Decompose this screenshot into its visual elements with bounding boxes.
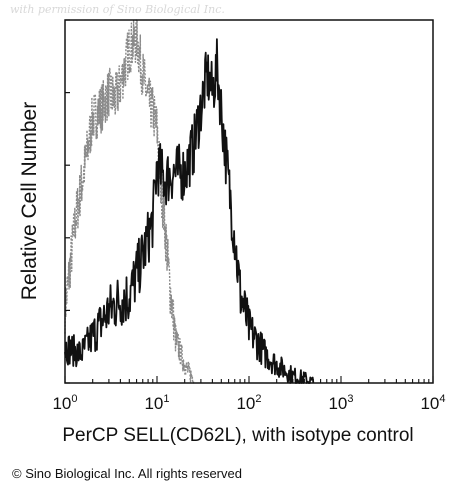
x-tick-label: 103 — [328, 393, 353, 413]
copyright-notice: © Sino Biological Inc. All rights reserv… — [12, 466, 242, 481]
x-tick-base: 10 — [144, 394, 163, 413]
x-tick-exponent: 2 — [255, 393, 261, 405]
x-tick-exponent: 4 — [439, 393, 445, 405]
x-tick-base: 10 — [328, 394, 347, 413]
x-tick-base: 10 — [420, 394, 439, 413]
x-axis-tick-labels: 100 101 102 103 104 — [52, 393, 445, 413]
x-tick-base: 10 — [236, 394, 255, 413]
x-tick-exponent: 3 — [347, 393, 353, 405]
x-tick-exponent: 0 — [71, 393, 77, 405]
x-tick-exponent: 1 — [163, 393, 169, 405]
x-tick-label: 101 — [144, 393, 169, 413]
sell-cd62l-histogram — [64, 38, 315, 384]
watermark-text: with permission of Sino Biological Inc. — [10, 3, 225, 16]
x-tick-label: 102 — [236, 393, 261, 413]
isotype-control-histogram — [64, 19, 195, 384]
series-layer — [64, 19, 315, 384]
x-tick-label: 104 — [420, 393, 445, 413]
y-axis-label: Relative Cell Number — [18, 102, 41, 300]
x-tick-base: 10 — [52, 394, 71, 413]
x-tick-label: 100 — [52, 393, 77, 413]
y-axis-ticks — [65, 19, 70, 384]
x-axis-label: PerCP SELL(CD62L), with isotype control — [62, 425, 413, 446]
x-axis-ticks — [64, 376, 434, 383]
